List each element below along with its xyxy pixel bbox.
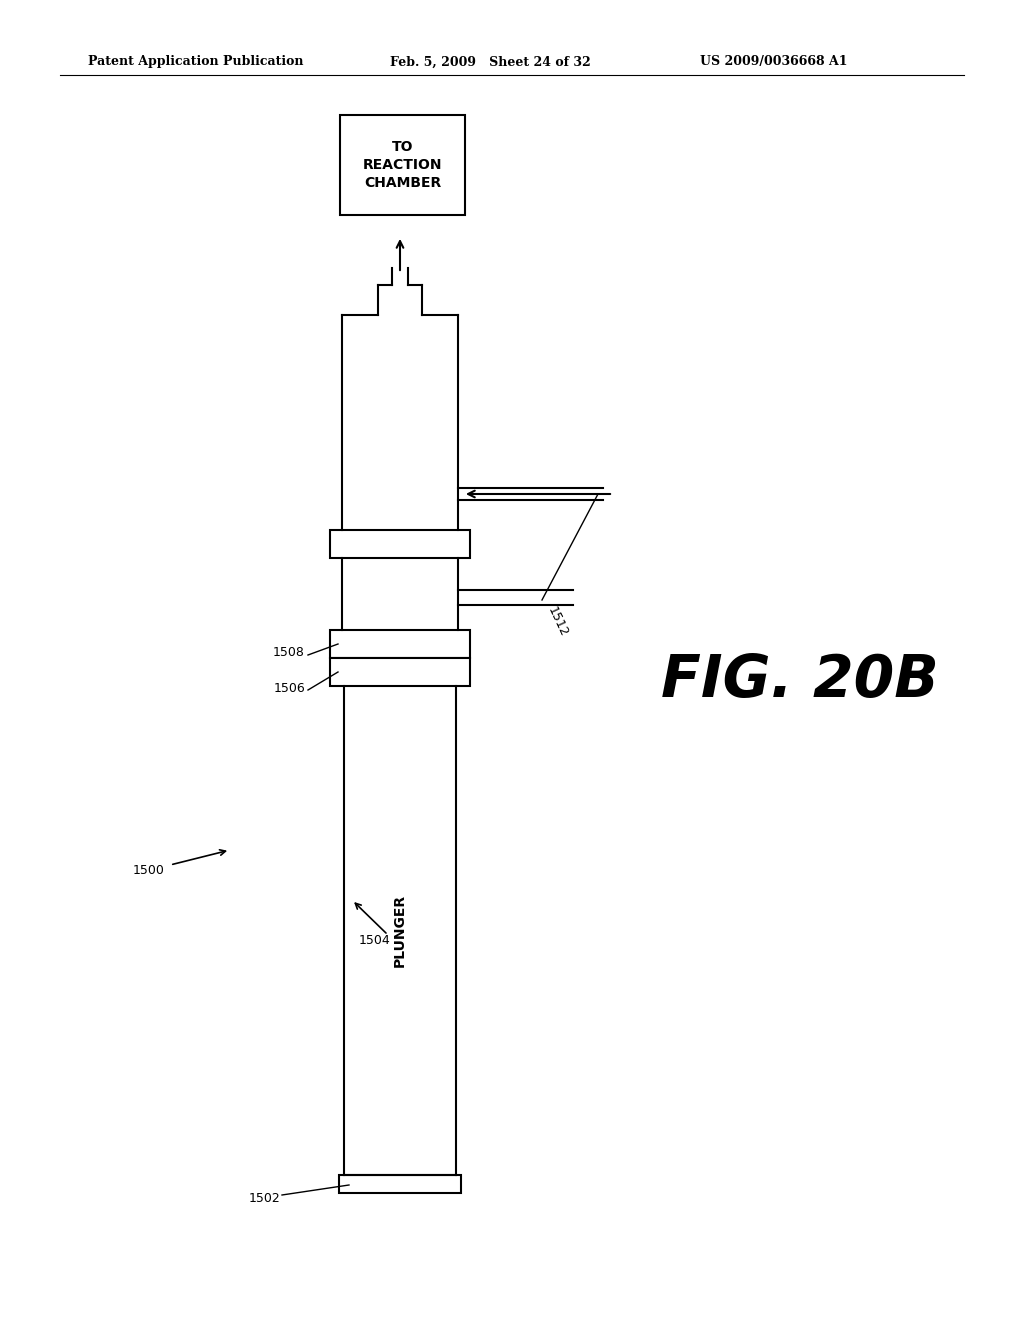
Bar (339, 1175, 461, 1193)
Text: US 2009/0036668 A1: US 2009/0036668 A1 (700, 55, 848, 69)
Bar (330, 531, 470, 558)
Text: TO
REACTION
CHAMBER: TO REACTION CHAMBER (362, 140, 442, 190)
Bar (340, 115, 465, 215)
Text: 1504: 1504 (358, 933, 390, 946)
Text: 1512: 1512 (545, 605, 570, 639)
Text: PLUNGER: PLUNGER (393, 894, 407, 968)
Text: FIG. 20B: FIG. 20B (662, 652, 939, 709)
Bar (330, 630, 470, 657)
Text: 1506: 1506 (273, 681, 305, 694)
Text: 1502: 1502 (248, 1192, 280, 1204)
Text: 1508: 1508 (273, 647, 305, 660)
Bar (330, 657, 470, 686)
Text: 1500: 1500 (133, 863, 165, 876)
Text: Patent Application Publication: Patent Application Publication (88, 55, 303, 69)
Text: Feb. 5, 2009   Sheet 24 of 32: Feb. 5, 2009 Sheet 24 of 32 (390, 55, 591, 69)
